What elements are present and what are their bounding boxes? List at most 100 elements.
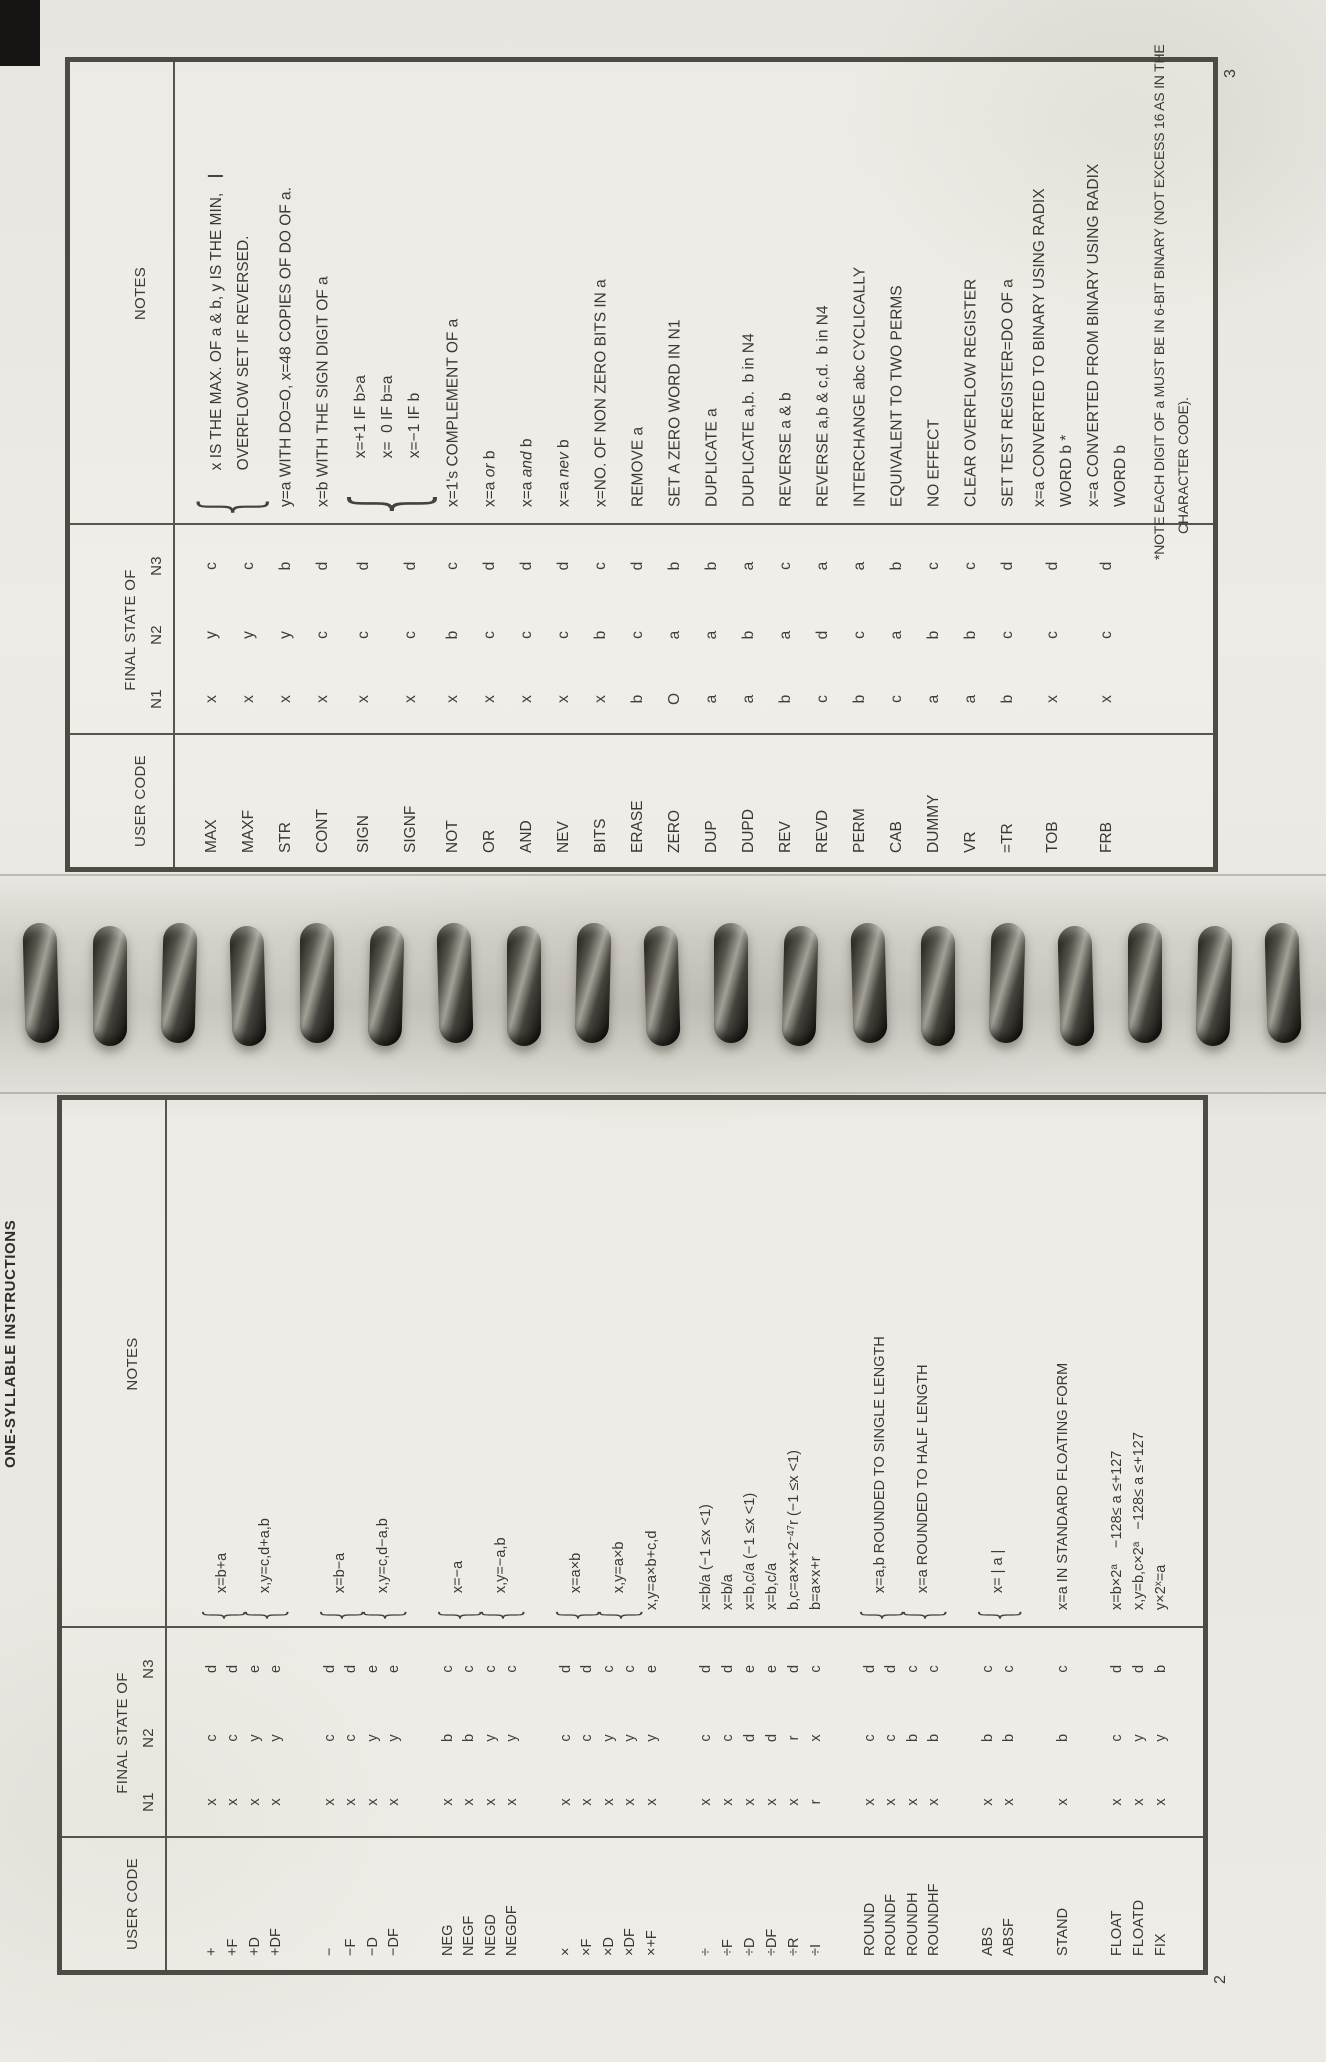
note-lines: b=a×x+r — [805, 1556, 827, 1610]
note-lines: y=a WITH DO=O, x=48 COPIES OF DO OF a. — [272, 187, 299, 507]
state-n1: x — [480, 695, 498, 703]
row-group: =TR b c d SET TEST REGISTER=DO OF a — [989, 62, 1026, 867]
note-lines: x=a and b — [513, 438, 540, 507]
state-n3: c — [926, 1665, 943, 1673]
user-code: ERASE — [628, 800, 646, 853]
state-n2: a — [702, 630, 720, 640]
note: NO EFFECT — [920, 419, 947, 520]
state-n2: x — [808, 1734, 824, 1742]
state-n2: y — [600, 1734, 617, 1742]
user-code: ROUND — [861, 1902, 878, 1956]
state-n3: c — [979, 1665, 996, 1673]
user-code: MAXF — [239, 809, 257, 853]
state-n3: e — [742, 1664, 758, 1674]
state-n1: x — [386, 1798, 403, 1806]
note: CLEAR OVERFLOW REGISTER — [957, 279, 984, 520]
state-n1: x — [239, 695, 257, 703]
state-n1: x — [443, 695, 461, 703]
state-n3: c — [439, 1665, 456, 1673]
row-group: NOT x b c x=1's COMPLEMENT OF a — [434, 62, 471, 867]
note-line: x=a,b ROUNDED TO SINGLE LENGTH — [872, 1336, 889, 1594]
group-brace: { — [895, 1606, 951, 1623]
user-code: REVD — [813, 809, 831, 853]
table-row: ×F x c d — [577, 1100, 599, 1970]
row-group: ERASE b c d REMOVE a — [619, 62, 656, 867]
group-brace: { — [330, 486, 444, 520]
note-line: x=a ROUNDED TO HALF LENGTH — [915, 1364, 932, 1594]
row-group: NEG x b c NEGF x b c {x=−a — [431, 1100, 486, 1970]
state-n1: x — [600, 1798, 617, 1806]
state-n1: c — [887, 695, 905, 703]
state-n2: c — [554, 631, 572, 639]
state-n2: b — [1001, 1733, 1018, 1743]
note-lines: INTERCHANGE abc CYCLICALLY — [846, 267, 873, 507]
row-group: +D x y e +DF x y e {x,y=c,d+a,b — [238, 1100, 293, 1970]
note-lines: x=a CONVERTED FROM BINARY USING RADIX WOR… — [1080, 164, 1134, 507]
note-line: x=b/a — [720, 1574, 736, 1610]
user-code: BITS — [591, 818, 609, 853]
user-code: +D — [246, 1937, 263, 1956]
column-header-user-code: USER CODE — [132, 755, 149, 847]
note-lines: x=b×2a −128≤ a ≤+127 — [1106, 1451, 1128, 1610]
note: y=a WITH DO=O, x=48 COPIES OF DO OF a. — [272, 187, 299, 520]
scan-corner-artifact — [0, 0, 40, 66]
state-n1: x — [1109, 1798, 1125, 1806]
note-line: CLEAR OVERFLOW REGISTER — [962, 278, 979, 507]
note-line: x=+1 IF b>a — [352, 375, 369, 459]
table-row: × x c d — [555, 1100, 577, 1970]
note: {x= | a | — [971, 1550, 1026, 1623]
state-n3: c — [622, 1665, 639, 1673]
row-group: NEV x c d x=a nev b — [545, 62, 582, 867]
state-n1: x — [364, 1798, 381, 1806]
note: x=b/a — [717, 1574, 739, 1623]
note: {x=a×b — [549, 1553, 604, 1623]
note-lines: x,y=c,d+a,b — [255, 1518, 277, 1593]
note-line: x,y=b,c×2a −128≤ a ≤+127 — [1131, 1432, 1147, 1610]
note-line: x=b WITH THE SIGN DIGIT OF a — [314, 276, 331, 507]
user-code: − — [321, 1947, 338, 1956]
state-n1: a — [961, 694, 979, 704]
binding-coil — [850, 922, 888, 1044]
note-line: x=1's COMPLEMENT OF a — [444, 318, 461, 507]
column-header-n3: N3 — [140, 1659, 157, 1679]
state-n1: x — [203, 1798, 220, 1806]
state-n2: d — [742, 1733, 758, 1743]
note: REVERSE a,b & c,d. b in N4 — [809, 305, 836, 520]
binding-coil — [781, 925, 819, 1047]
state-n1: b — [776, 694, 794, 704]
user-code: FLOAT — [1109, 1910, 1125, 1956]
note: REMOVE a — [624, 427, 651, 520]
note-line: b,c=a×x+2−47r (−1 ≤x <1) — [786, 1450, 802, 1610]
note-lines: SET A ZERO WORD IN N1 — [661, 320, 688, 507]
user-code: SIGN — [355, 815, 373, 853]
row-group: FRB x c d x=a CONVERTED FROM BINARY USING RA… — [1080, 62, 1134, 867]
row-group: STR x y b y=a WITH DO=O, x=48 COPIES OF DO O… — [267, 62, 304, 867]
state-n1: x — [1055, 1798, 1071, 1806]
column-header-n2: N2 — [140, 1728, 157, 1748]
state-n1: x — [579, 1798, 596, 1806]
note-line: x= 0 IF b=a — [379, 375, 396, 459]
state-n1: a — [739, 694, 757, 704]
row-group: REVD c d a REVERSE a,b & c,d. b in N4 — [804, 62, 841, 867]
row-group: OR x c d x=a or b — [471, 62, 508, 867]
state-n2: y — [504, 1734, 521, 1742]
note: REVERSE a & b — [772, 392, 799, 520]
user-code: SIGNF — [401, 805, 419, 853]
table-row: + x c d — [201, 1100, 223, 1970]
note: x=1's COMPLEMENT OF a — [439, 319, 466, 520]
state-n2: b — [1055, 1733, 1071, 1743]
note: SET A ZERO WORD IN N1 — [661, 320, 688, 520]
note-lines: x=a or b — [476, 451, 503, 507]
note: EQUIVALENT TO TWO PERMS — [883, 285, 910, 520]
state-n3: d — [698, 1664, 714, 1674]
group-brace: { — [184, 492, 275, 520]
state-n1: x — [557, 1798, 574, 1806]
user-code: STR — [276, 822, 294, 853]
state-n3: d — [883, 1664, 900, 1674]
table-section: STAND x b c x=a IN STANDARD FLOATING FORM — [1052, 1100, 1074, 1970]
state-n3: d — [557, 1664, 574, 1674]
table-row: NEGDF x y c — [502, 1100, 524, 1970]
note-line: x,y=c,d−a,b — [375, 1518, 392, 1594]
state-n2: a — [887, 630, 905, 640]
note-line: x=−a — [450, 1560, 467, 1594]
